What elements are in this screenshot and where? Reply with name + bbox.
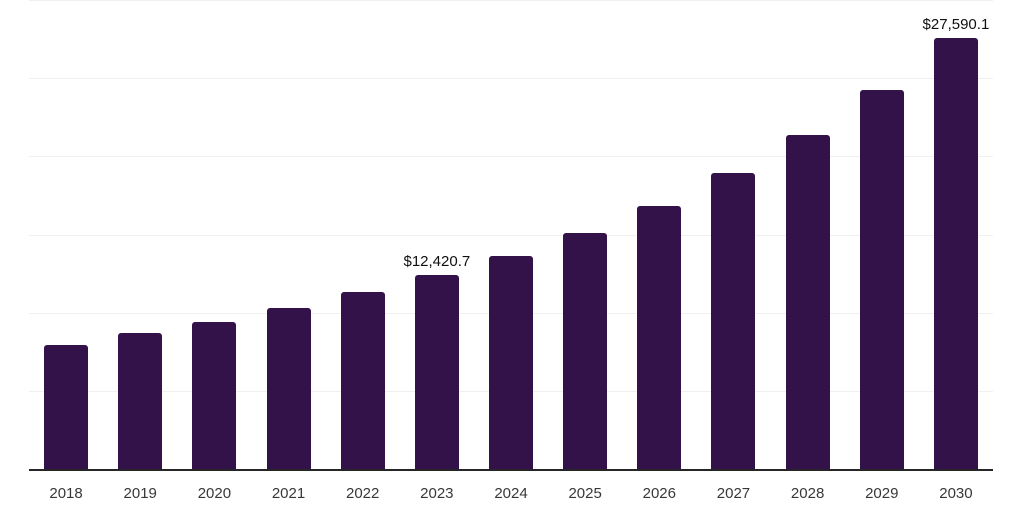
- bar-2025: [563, 232, 608, 470]
- gridline-30000: [29, 0, 993, 1]
- x-tick-label-2023: 2023: [420, 485, 454, 502]
- bar-2020: [192, 322, 237, 470]
- x-tick-label-2025: 2025: [568, 485, 602, 502]
- x-tick-label-2022: 2022: [346, 485, 380, 502]
- x-tick-label-2030: 2030: [939, 485, 973, 502]
- bar-2027: [711, 173, 756, 470]
- bar-2023: [414, 275, 459, 470]
- bar-value-label-2030: $27,590.1: [922, 15, 990, 33]
- x-tick-label-2027: 2027: [716, 485, 751, 502]
- x-tick-label-2029: 2029: [865, 485, 899, 502]
- x-tick-label-2024: 2024: [494, 485, 528, 502]
- bar-2028: [785, 135, 830, 470]
- x-axis-line: [29, 469, 993, 471]
- bar-2019: [118, 333, 163, 470]
- x-tick-label-2020: 2020: [197, 485, 232, 502]
- bar-2022: [340, 292, 385, 470]
- bar-2030: [933, 37, 978, 470]
- x-tick-label-2018: 2018: [49, 485, 83, 502]
- bar-value-label-2023: $12,420.7: [403, 253, 471, 271]
- bar-2029: [859, 90, 904, 470]
- x-tick-label-2026: 2026: [642, 485, 676, 502]
- x-tick-label-2019: 2019: [123, 485, 157, 502]
- gridline-20000: [29, 156, 993, 157]
- x-tick-label-2028: 2028: [790, 485, 825, 502]
- bar-2024: [489, 256, 533, 470]
- bar-2021: [266, 308, 311, 470]
- bar-2026: [637, 206, 682, 470]
- gridline-25000: [29, 78, 993, 79]
- gridline-15000: [29, 235, 993, 236]
- x-tick-label-2021: 2021: [271, 485, 306, 502]
- bar-2018: [44, 344, 89, 470]
